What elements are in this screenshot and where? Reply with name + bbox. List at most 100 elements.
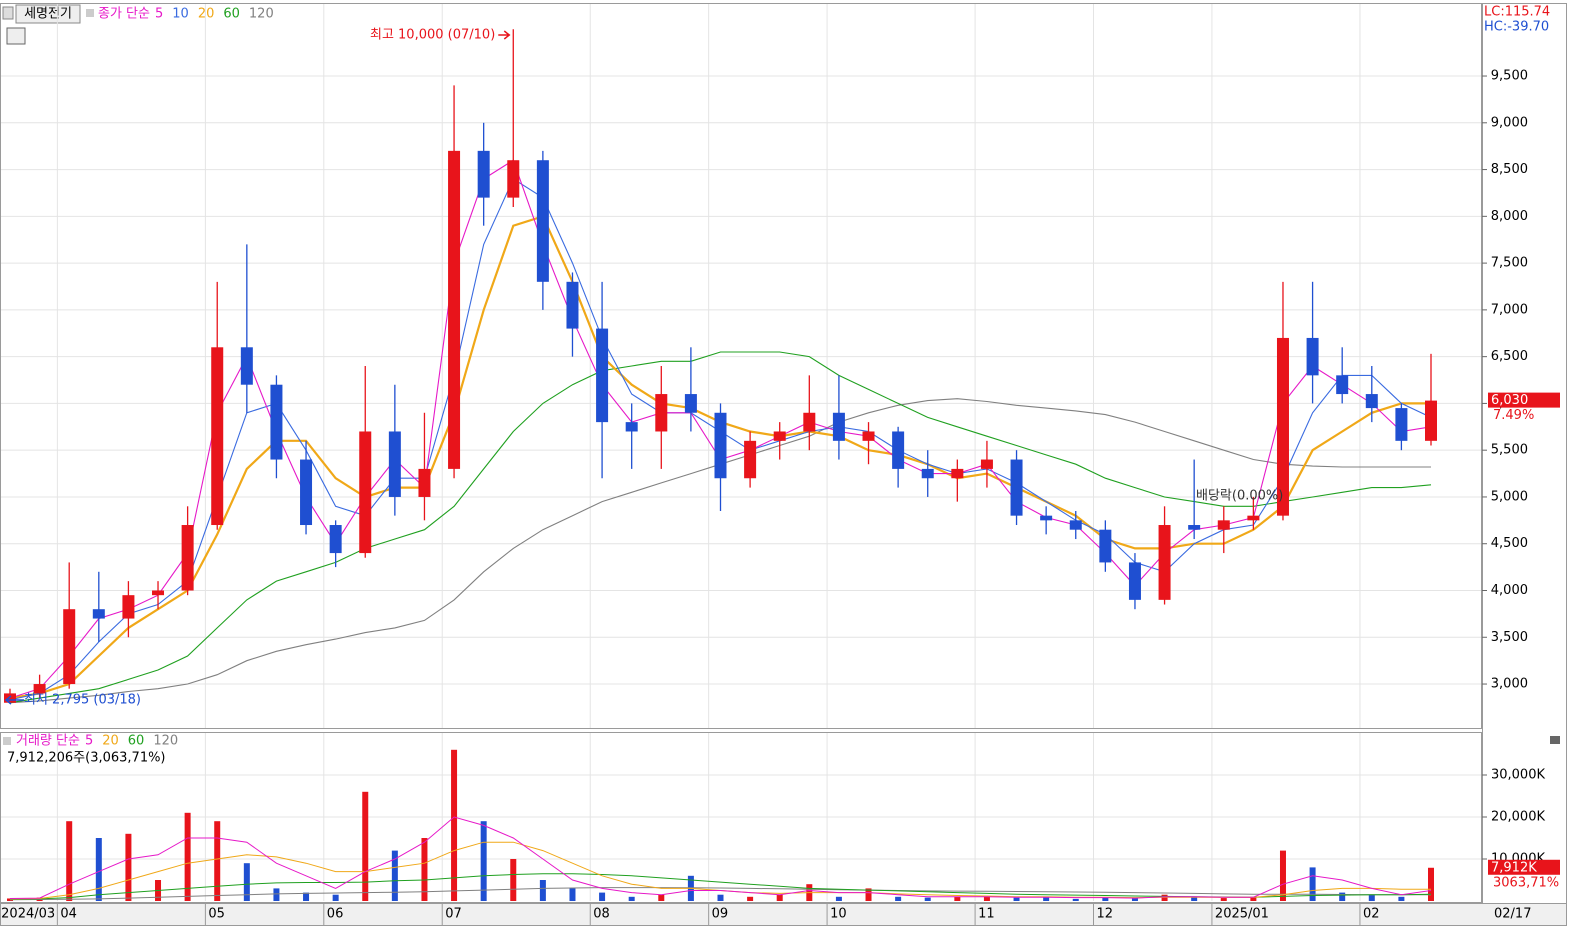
volume-bar [1309,867,1316,901]
volume-bar [391,850,398,901]
x-tick-label: 06 [327,907,344,922]
stock-name-box[interactable] [15,4,81,24]
volume-bar [1339,892,1346,901]
x-tick-label: 2024/03 [1,907,55,922]
ex-dividend-label: 배당락(0.00%) [1196,489,1283,504]
volume-ma-line [9,816,1432,899]
candle-body [359,431,372,554]
legend-label: 거래량 단순 [16,734,80,749]
volume-info: 7,912,206주(3,063,71%) [7,751,166,766]
volume-bar [95,838,102,901]
candle-body [448,150,461,469]
candle-body [951,468,964,479]
volume-bar [1220,898,1227,901]
candle-body [625,422,638,432]
volume-bar [510,859,517,901]
legend-entry: 5 [155,7,163,22]
x-tick-label: 07 [445,907,462,922]
lc-label: LC:115.74 [1484,5,1550,20]
volume-bar [717,894,724,901]
candle-body [1099,529,1112,563]
volume-bar [983,896,990,901]
legend-entry: 120 [153,734,178,749]
candle-body [92,609,105,619]
volume-bar [747,896,754,901]
candle-body [892,431,905,469]
candle-body [152,590,165,596]
candle-body [714,412,727,479]
volume-bar [1013,897,1020,901]
change-label: 7.49% [1493,408,1534,423]
volume-bar [1161,894,1168,901]
volume-bar [539,880,546,901]
volume-legend-icon [3,737,11,745]
volume-bar [835,896,842,901]
x-tick-label: 02 [1363,907,1380,922]
volume-bar [421,838,428,901]
volume-bar [303,892,310,901]
y-tick-label: 8,500 [1491,162,1528,177]
y-tick-label: 5,500 [1491,443,1528,458]
candle-body [536,160,549,282]
volume-bar [451,749,458,901]
candle-body [980,459,993,469]
x-tick-label: 08 [593,907,610,922]
y-tick-label: 3,500 [1491,630,1528,645]
legend-icon [86,9,94,17]
high-label: 최고 10,000 (07/10) [370,28,495,43]
volume-bar [1250,897,1257,901]
legend-entry: 10 [172,7,189,22]
volume-bar [895,896,902,901]
volume-bar [273,888,280,901]
y-tick-label: 6,500 [1491,349,1528,364]
low-arrow [4,695,24,705]
candle-body [655,394,668,432]
candle-body [477,150,490,198]
volume-bar [865,888,872,901]
legend-entry: 60 [128,734,145,749]
volume-bar [954,896,961,901]
x-tick-label: 09 [712,907,729,922]
candle-body [803,412,816,432]
volume-bar [362,791,369,901]
candle-body [566,281,579,329]
legend-entry: 20 [198,7,215,22]
stock-name[interactable]: 세명전기 [24,7,72,22]
candle-body [63,609,76,685]
table-icon[interactable] [6,27,26,45]
volume-bar [1398,896,1405,901]
y-tick-label: 5,000 [1491,489,1528,504]
y-tick-label: 20,000K [1491,810,1545,825]
menu-icon[interactable] [2,6,14,20]
last-volume-label: 7,912K [1491,860,1537,875]
candle-body [388,431,401,497]
volume-frame [0,732,1482,903]
candle-body [181,525,194,591]
y-tick-label: 9,500 [1491,69,1528,84]
y-tick-label: 3,000 [1491,677,1528,692]
legend-entry: 60 [223,7,240,22]
x-tick-label: 11 [978,907,995,922]
x-end-label: 02/17 [1494,907,1531,922]
x-tick-label: 05 [208,907,225,922]
volume-bar [599,892,606,901]
candle-body [1365,394,1378,409]
x-axis-bar [0,903,1567,926]
volume-bar [1191,896,1198,901]
panel-button[interactable] [1550,736,1560,744]
volume-bar [776,894,783,901]
volume-bar [1368,894,1375,901]
last-price-box [1488,392,1560,408]
candle-body [300,459,313,526]
volume-bar [658,894,665,901]
y-axis-frame [1482,3,1567,904]
candle-body [507,160,520,198]
volume-bar [924,897,931,901]
candle-body [862,431,875,441]
volume-bar [1131,898,1138,901]
y-tick-label: 30,000K [1491,768,1545,783]
y-tick-label: 7,000 [1491,302,1528,317]
volume-bar [1428,867,1434,901]
candle-body [596,328,609,423]
